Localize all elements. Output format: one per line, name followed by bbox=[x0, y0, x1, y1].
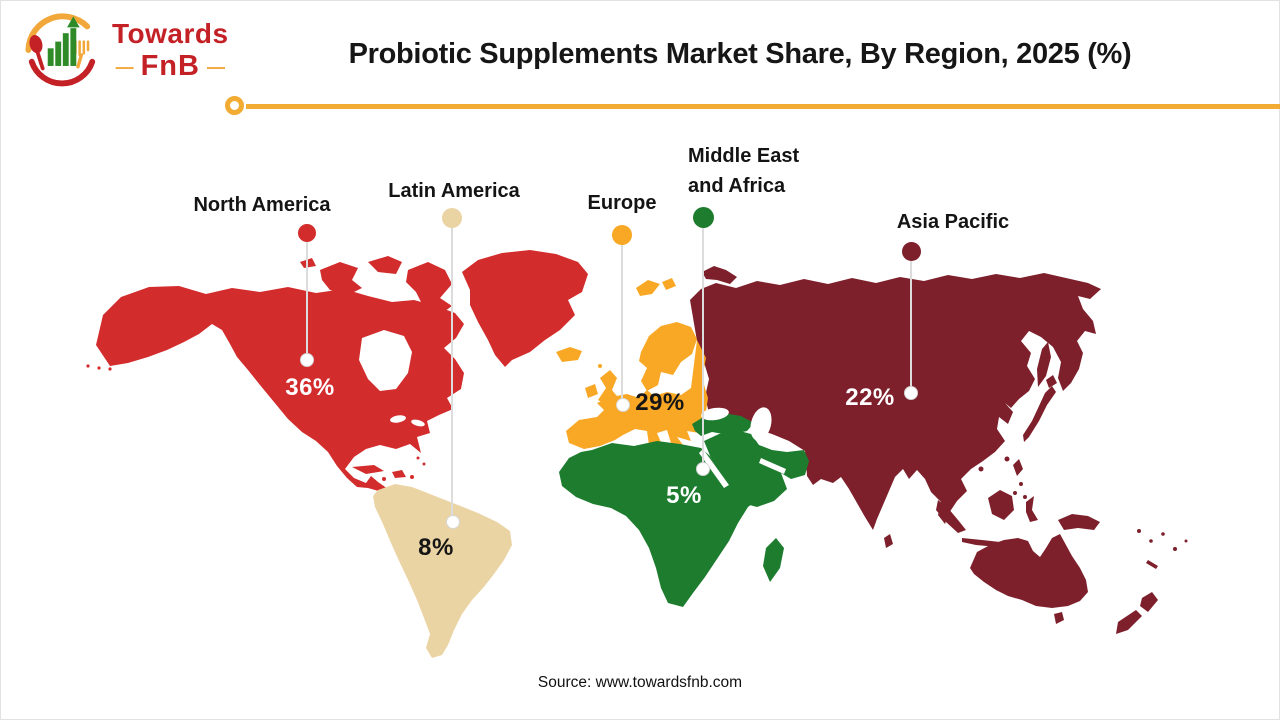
region-share-label: 36% bbox=[285, 374, 335, 401]
iceland bbox=[556, 347, 582, 362]
region-label: Asia Pacific bbox=[896, 211, 1010, 233]
new-guinea bbox=[1058, 514, 1100, 530]
arctic-island-baffin bbox=[406, 262, 452, 316]
page-title: Probiotic Supplements Market Share, By R… bbox=[348, 38, 1132, 70]
logo-fork-icon bbox=[74, 40, 90, 69]
arctic-island-small bbox=[300, 258, 316, 268]
ireland bbox=[585, 384, 598, 398]
scandinavia bbox=[639, 322, 697, 391]
africa bbox=[559, 441, 773, 607]
leader-end-dot bbox=[904, 386, 918, 400]
leader-end-dot bbox=[696, 462, 710, 476]
new-caledonia bbox=[1146, 560, 1158, 569]
borneo bbox=[988, 490, 1014, 520]
region-share-label: 8% bbox=[418, 534, 454, 561]
svalbard bbox=[636, 280, 660, 296]
madagascar bbox=[763, 538, 784, 582]
map-region-europe bbox=[556, 278, 708, 462]
greenland bbox=[462, 250, 588, 367]
region-dot bbox=[442, 208, 462, 228]
cuba bbox=[352, 465, 384, 474]
arabia-iran bbox=[704, 430, 809, 507]
leader-end-dot bbox=[300, 353, 314, 367]
region-dot bbox=[298, 224, 316, 242]
logo-bars-icon bbox=[47, 16, 80, 66]
australia bbox=[970, 534, 1088, 608]
leader-end-dot bbox=[446, 515, 460, 529]
region-leader-line bbox=[702, 217, 704, 469]
map-region-middle-east-africa bbox=[559, 413, 809, 607]
logo-dash-right: — bbox=[206, 57, 225, 77]
accent-rule-circle bbox=[225, 96, 244, 115]
logo-arrow-icon bbox=[67, 16, 80, 28]
new-zealand-north bbox=[1140, 592, 1158, 612]
sri-lanka bbox=[884, 534, 893, 548]
source-note: Source: www.towardsfnb.com bbox=[537, 674, 743, 691]
map-region-asia-pacific bbox=[690, 266, 1188, 634]
caspian-sea bbox=[750, 407, 772, 441]
great-lakes-east bbox=[411, 419, 425, 427]
svalbard-east bbox=[662, 278, 676, 290]
sakhalin bbox=[1037, 342, 1051, 387]
black-sea bbox=[701, 407, 729, 421]
hokkaido bbox=[1046, 375, 1057, 388]
brand-name-line1: Towards bbox=[112, 17, 229, 49]
logo-red-arc bbox=[28, 58, 96, 87]
great-britain bbox=[598, 370, 620, 406]
brand-logo: Towards — FnB — bbox=[20, 8, 229, 92]
hudson-bay bbox=[359, 330, 412, 391]
logo-dash-left: — bbox=[115, 57, 134, 77]
arctic-island-ellesmere bbox=[368, 256, 402, 274]
novaya-zemlya bbox=[702, 266, 737, 284]
region-leader-line bbox=[910, 251, 912, 393]
brand-name-line2: FnB bbox=[140, 49, 200, 82]
sulawesi bbox=[1026, 496, 1038, 522]
asia-mainland bbox=[690, 273, 1101, 530]
logo-spoon-icon bbox=[29, 35, 43, 54]
region-share-label: 5% bbox=[666, 482, 702, 509]
south-america bbox=[373, 484, 512, 658]
japan bbox=[1023, 386, 1056, 442]
map-region-north-america bbox=[86, 250, 588, 498]
new-zealand-south bbox=[1116, 610, 1142, 634]
region-dot bbox=[692, 206, 714, 228]
region-leader-line bbox=[451, 218, 453, 522]
brand-logo-text: Towards — FnB — bbox=[112, 17, 229, 82]
region-leader-line bbox=[621, 235, 623, 405]
region-label: Latin America bbox=[388, 180, 520, 202]
north-america-mainland bbox=[96, 286, 464, 498]
red-sea bbox=[699, 449, 729, 488]
leader-end-dot bbox=[616, 398, 630, 412]
region-share-label: 29% bbox=[635, 389, 685, 416]
sumatra bbox=[936, 500, 966, 533]
brand-logo-icon bbox=[25, 13, 96, 87]
region-label: Europe bbox=[587, 192, 657, 214]
region-label: North America bbox=[193, 194, 331, 216]
region-dot bbox=[612, 225, 632, 245]
philippines bbox=[1013, 459, 1023, 476]
europe-mainland bbox=[566, 340, 708, 457]
accent-rule-line bbox=[246, 103, 1280, 109]
region-dot bbox=[901, 241, 921, 261]
map-water-overlays bbox=[359, 330, 786, 488]
hispaniola bbox=[392, 470, 406, 478]
arctic-island-banks bbox=[320, 262, 362, 295]
map-region-latin-america bbox=[373, 484, 512, 658]
tasmania bbox=[1054, 612, 1064, 624]
great-lakes-west bbox=[390, 415, 406, 423]
region-label: Middle East and Africa bbox=[688, 145, 800, 197]
region-leader-line bbox=[306, 233, 308, 360]
region-share-label: 22% bbox=[845, 384, 895, 411]
persian-gulf bbox=[759, 458, 786, 474]
java bbox=[962, 538, 1000, 547]
logo-spoon-handle bbox=[35, 50, 45, 71]
